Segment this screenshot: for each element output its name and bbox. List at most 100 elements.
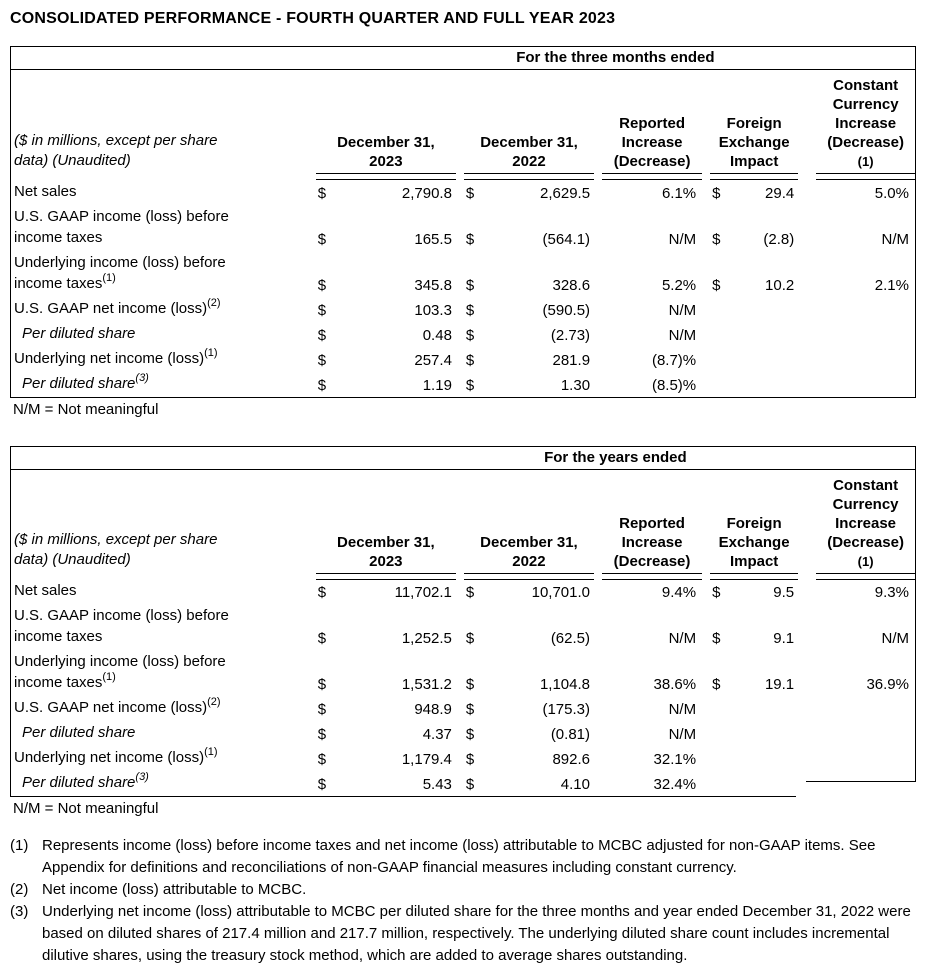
footnote: (1) Represents income (loss) before incom… bbox=[10, 835, 916, 879]
column-header-dec-2022: December 31, 2022 bbox=[463, 469, 594, 574]
row-label: Per diluted share(3) bbox=[11, 771, 316, 797]
row-label-line: Per diluted share bbox=[22, 724, 136, 741]
row-label-line: income taxes bbox=[14, 628, 103, 645]
footnote-text: Net income (loss) attributable to MCBC. bbox=[42, 881, 307, 898]
row-label-line: U.S. GAAP income (loss) before bbox=[14, 207, 229, 225]
column-header-line: Exchange bbox=[718, 134, 790, 151]
spacer-cell bbox=[594, 579, 602, 604]
value-2023: 1,179.4 bbox=[401, 751, 452, 768]
spacer-cell bbox=[456, 579, 464, 604]
table-box: For the years ended ($ in millions, excep… bbox=[10, 445, 916, 797]
value-2023: 5.43 bbox=[422, 776, 452, 793]
spacer-cell bbox=[594, 297, 602, 322]
currency-symbol: $ bbox=[317, 276, 327, 294]
column-header-line: Currency bbox=[832, 495, 899, 513]
spacer-cell bbox=[594, 322, 602, 347]
column-header-line: Constant bbox=[833, 77, 899, 94]
column-header-line: Foreign bbox=[726, 115, 782, 132]
value-2022: (175.3) bbox=[542, 701, 590, 718]
constant-currency-change bbox=[816, 297, 915, 322]
row-label: Underlying income (loss) before income ta… bbox=[11, 650, 316, 696]
footnotes-section: (1) Represents income (loss) before incom… bbox=[10, 835, 916, 967]
reported-change: (8.7)% bbox=[651, 351, 697, 369]
period-header-left-cell bbox=[10, 446, 316, 470]
reported-change: N/M bbox=[668, 726, 697, 743]
value-2022: (0.81) bbox=[550, 726, 590, 743]
row-label-line: income taxes(1) bbox=[14, 671, 116, 692]
table-box: For the three months ended ($ in millions… bbox=[10, 46, 916, 398]
value-2022: 1,104.8 bbox=[539, 676, 590, 693]
column-header-line: Increase bbox=[835, 514, 897, 532]
currency-symbol: $ bbox=[463, 179, 482, 205]
constant-currency-change: 36.9% bbox=[866, 676, 909, 693]
currency-symbol: $ bbox=[315, 578, 334, 604]
spacer-cell bbox=[594, 180, 602, 205]
row-label-line: Net sales bbox=[14, 582, 77, 599]
fx-impact-value: 9.5 bbox=[728, 578, 799, 604]
row-label-header: ($ in millions, except per share data) (U… bbox=[11, 70, 316, 174]
spacer-cell bbox=[798, 347, 816, 372]
currency-symbol: $ bbox=[317, 726, 327, 743]
currency-symbol: $ bbox=[465, 301, 475, 319]
footnote-ref: (3) bbox=[135, 771, 149, 783]
currency-symbol: $ bbox=[465, 701, 475, 718]
column-header-constant-currency: Constant Currency Increase (Decrease) (1) bbox=[816, 469, 916, 574]
reported-change: N/M bbox=[668, 230, 697, 248]
footnote-ref: (2) bbox=[207, 296, 221, 309]
row-label-line: Net sales bbox=[14, 182, 77, 200]
column-header-line: Currency bbox=[832, 96, 899, 113]
footnote-text: Underlying net income (loss) attributabl… bbox=[42, 903, 911, 964]
spacer-cell bbox=[594, 650, 602, 696]
row-label: Net sales bbox=[11, 579, 316, 604]
currency-symbol: $ bbox=[712, 276, 721, 294]
constant-currency-change bbox=[816, 347, 915, 372]
fx-impact-value: 9.1 bbox=[773, 630, 795, 647]
table-row: Per diluted share(3) $5.43 $4.10 32.4% bbox=[11, 771, 916, 797]
spacer-cell bbox=[594, 251, 602, 297]
spacer-cell bbox=[456, 469, 464, 573]
currency-symbol: $ bbox=[317, 630, 327, 647]
spacer-cell bbox=[798, 721, 816, 746]
reported-change: (8.5)% bbox=[651, 376, 697, 394]
column-header-line: 2022 bbox=[512, 153, 546, 170]
spacer-cell bbox=[456, 650, 464, 696]
value-2022: (564.1) bbox=[542, 230, 591, 248]
currency-symbol: $ bbox=[465, 676, 475, 693]
column-header-line: December 31, bbox=[480, 533, 578, 551]
currency-symbol: $ bbox=[465, 326, 475, 344]
spacer-cell bbox=[702, 746, 710, 771]
column-header-line: (1) bbox=[857, 154, 874, 169]
column-header-row: ($ in millions, except per share data) (U… bbox=[11, 469, 916, 574]
spacer-cell bbox=[798, 297, 816, 322]
column-header-line: (Decrease) bbox=[613, 552, 691, 570]
spacer-cell bbox=[798, 205, 816, 251]
row-label-line: income taxes bbox=[14, 228, 103, 246]
currency-symbol bbox=[710, 322, 728, 347]
spacer-cell bbox=[798, 70, 816, 174]
spacer-cell bbox=[456, 347, 464, 372]
spacer-cell bbox=[594, 771, 602, 797]
currency-symbol bbox=[710, 372, 728, 398]
value-2022: 4.10 bbox=[560, 776, 590, 793]
row-label-line: U.S. GAAP net income (loss)(2) bbox=[14, 696, 221, 717]
spacer-cell bbox=[594, 205, 602, 251]
spacer-cell bbox=[594, 604, 602, 650]
row-label: U.S. GAAP net income (loss)(2) bbox=[11, 696, 316, 721]
spacer-cell bbox=[456, 696, 464, 721]
currency-symbol: $ bbox=[712, 630, 721, 647]
column-header-line: (Decrease) bbox=[613, 153, 691, 170]
currency-symbol bbox=[710, 721, 728, 746]
spacer-cell bbox=[702, 251, 710, 297]
row-label: Underlying income (loss) before income ta… bbox=[11, 251, 316, 297]
currency-symbol: $ bbox=[712, 676, 721, 693]
currency-symbol: $ bbox=[317, 776, 327, 793]
value-2022: 281.9 bbox=[552, 351, 591, 369]
row-label-line: U.S. GAAP income (loss) before bbox=[14, 607, 229, 624]
fx-impact-value: 10.2 bbox=[765, 276, 795, 294]
spacer-cell bbox=[456, 372, 464, 398]
nm-note: N/M = Not meaningful bbox=[13, 400, 159, 418]
currency-symbol: $ bbox=[465, 230, 475, 248]
currency-symbol: $ bbox=[465, 351, 475, 369]
fx-impact-value bbox=[728, 771, 798, 797]
constant-currency-change bbox=[816, 721, 915, 746]
